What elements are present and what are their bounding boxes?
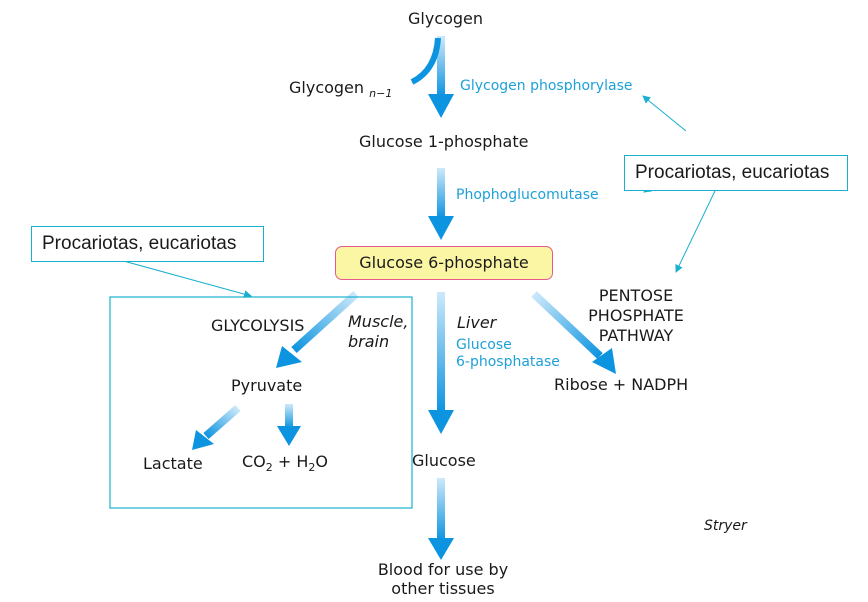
node-pentose-line3: PATHWAY: [598, 326, 674, 345]
node-glucose: Glucose: [412, 451, 476, 470]
glycolysis-frame: [109, 296, 413, 509]
arrow-pyruvate-to-lactate: [192, 404, 241, 450]
arrow-g6p-to-pyruvate: [276, 291, 359, 368]
arrow-pyruvate-to-co2: [277, 404, 301, 446]
tissue-liver: Liver: [457, 313, 497, 332]
tissue-muscle: Muscle,: [348, 312, 409, 331]
enzyme-glucose-6-phosphatase-line1: Glucose: [456, 337, 512, 353]
arrow-g6p-to-glucose: [428, 292, 454, 434]
node-glucose-6-phosphate: Glucose 6-phosphate: [335, 246, 553, 280]
node-glycogen-n-1-subscript: n−1: [369, 87, 393, 101]
node-pyruvate: Pyruvate: [231, 376, 303, 395]
node-blood-line1: Blood for use by: [377, 560, 509, 579]
enzyme-phosphoglucomutase: Phophoglucomutase: [456, 187, 599, 203]
enzyme-glucose-6-phosphatase-line2: 6-phosphatase: [456, 354, 560, 370]
side-caption: [4, 446, 16, 586]
node-ribose-nadph: Ribose + NADPH: [554, 375, 689, 394]
credit-stryer: Stryer: [704, 518, 747, 534]
callout-procariotas-right: Procariotas, eucariotas: [624, 155, 848, 191]
arrow-glucose-to-blood: [428, 478, 454, 560]
node-lactate: Lactate: [143, 454, 203, 473]
node-glycogen-n-1: Glycogen n−1: [289, 78, 393, 101]
arrow-glycogen-to-g1p: [410, 36, 454, 118]
node-pentose-line2: PHOSPHATE: [588, 306, 684, 325]
node-glycogen: Glycogen: [408, 9, 484, 28]
node-co2-h2o: CO2 + H2O: [242, 452, 328, 475]
node-blood-line2: other tissues: [391, 579, 495, 598]
node-glycolysis: GLYCOLYSIS: [211, 316, 305, 335]
enzyme-glycogen-phosphorylase: Glycogen phosphorylase: [460, 78, 633, 94]
node-glucose-1-phosphate: Glucose 1-phosphate: [359, 132, 529, 151]
arrow-g1p-to-g6p: [428, 168, 454, 240]
node-pentose-line1: PENTOSE: [598, 286, 674, 305]
callout-procariotas-left: Procariotas, eucariotas: [31, 226, 264, 262]
tissue-brain: brain: [348, 332, 390, 351]
arrow-g6p-to-ribose: [531, 291, 616, 374]
